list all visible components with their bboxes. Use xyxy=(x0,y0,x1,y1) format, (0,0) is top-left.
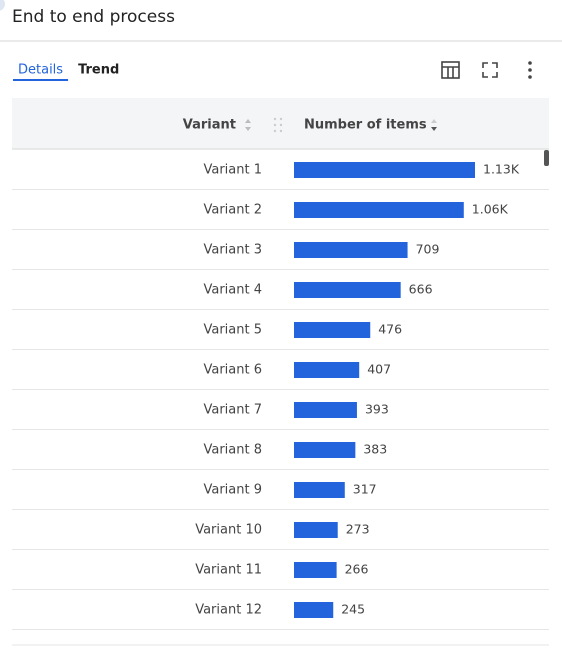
bar-label: 407 xyxy=(367,362,391,377)
bar-label: 709 xyxy=(416,242,440,257)
bar-label: 1.13K xyxy=(483,162,520,177)
panel-title: End to end process xyxy=(12,7,175,27)
toolbar-icons xyxy=(441,61,532,79)
variant-name[interactable]: Variant 2 xyxy=(203,203,262,218)
variant-name[interactable]: Variant 9 xyxy=(203,483,262,498)
column-header[interactable]: Number of items xyxy=(304,118,427,133)
variant-name[interactable]: Variant 8 xyxy=(203,443,262,458)
variant-name[interactable]: Variant 3 xyxy=(203,243,262,258)
bar[interactable] xyxy=(294,202,464,218)
variant-name[interactable]: Variant 1 xyxy=(203,163,262,178)
bar[interactable] xyxy=(294,282,401,298)
bar[interactable] xyxy=(294,522,338,538)
bar[interactable] xyxy=(294,162,475,178)
variant-name[interactable]: Variant 7 xyxy=(203,403,262,418)
bar-label: 383 xyxy=(363,442,387,457)
drag-handle[interactable] xyxy=(273,117,283,133)
scrollbar[interactable] xyxy=(544,150,549,166)
bar[interactable] xyxy=(294,442,356,458)
bar[interactable] xyxy=(294,402,357,418)
tab[interactable]: Trend xyxy=(78,63,119,78)
bar-label: 317 xyxy=(353,482,377,497)
bar-label: 266 xyxy=(345,562,369,577)
bar-label: 1.06K xyxy=(472,202,509,217)
variant-name[interactable]: Variant 11 xyxy=(195,563,262,578)
bar-label: 273 xyxy=(346,522,370,537)
bar[interactable] xyxy=(294,242,408,258)
bar[interactable] xyxy=(294,482,345,498)
sort-icon[interactable] xyxy=(431,119,437,123)
variant-name[interactable]: Variant 10 xyxy=(195,523,262,538)
avatar xyxy=(0,0,5,11)
variant-name[interactable]: Variant 12 xyxy=(195,603,262,618)
bar-label: 476 xyxy=(378,322,402,337)
bar-label: 393 xyxy=(365,402,389,417)
table-icon[interactable] xyxy=(441,61,460,79)
variant-name[interactable]: Variant 5 xyxy=(203,323,262,338)
column-header[interactable]: Variant xyxy=(183,118,236,133)
bar[interactable] xyxy=(294,562,337,578)
fullscreen-icon[interactable] xyxy=(482,62,498,78)
tab[interactable]: Details xyxy=(18,63,63,78)
bar[interactable] xyxy=(294,362,360,378)
bar[interactable] xyxy=(294,322,371,338)
bar-label: 245 xyxy=(341,602,365,617)
sort-icon[interactable] xyxy=(431,127,437,131)
variant-name[interactable]: Variant 4 xyxy=(203,283,262,298)
more-icon[interactable] xyxy=(528,61,532,79)
variant-name[interactable]: Variant 6 xyxy=(203,363,262,378)
table-header xyxy=(12,98,549,149)
bar-label: 666 xyxy=(409,282,433,297)
sort-icon[interactable] xyxy=(245,119,251,131)
bar[interactable] xyxy=(294,602,334,618)
